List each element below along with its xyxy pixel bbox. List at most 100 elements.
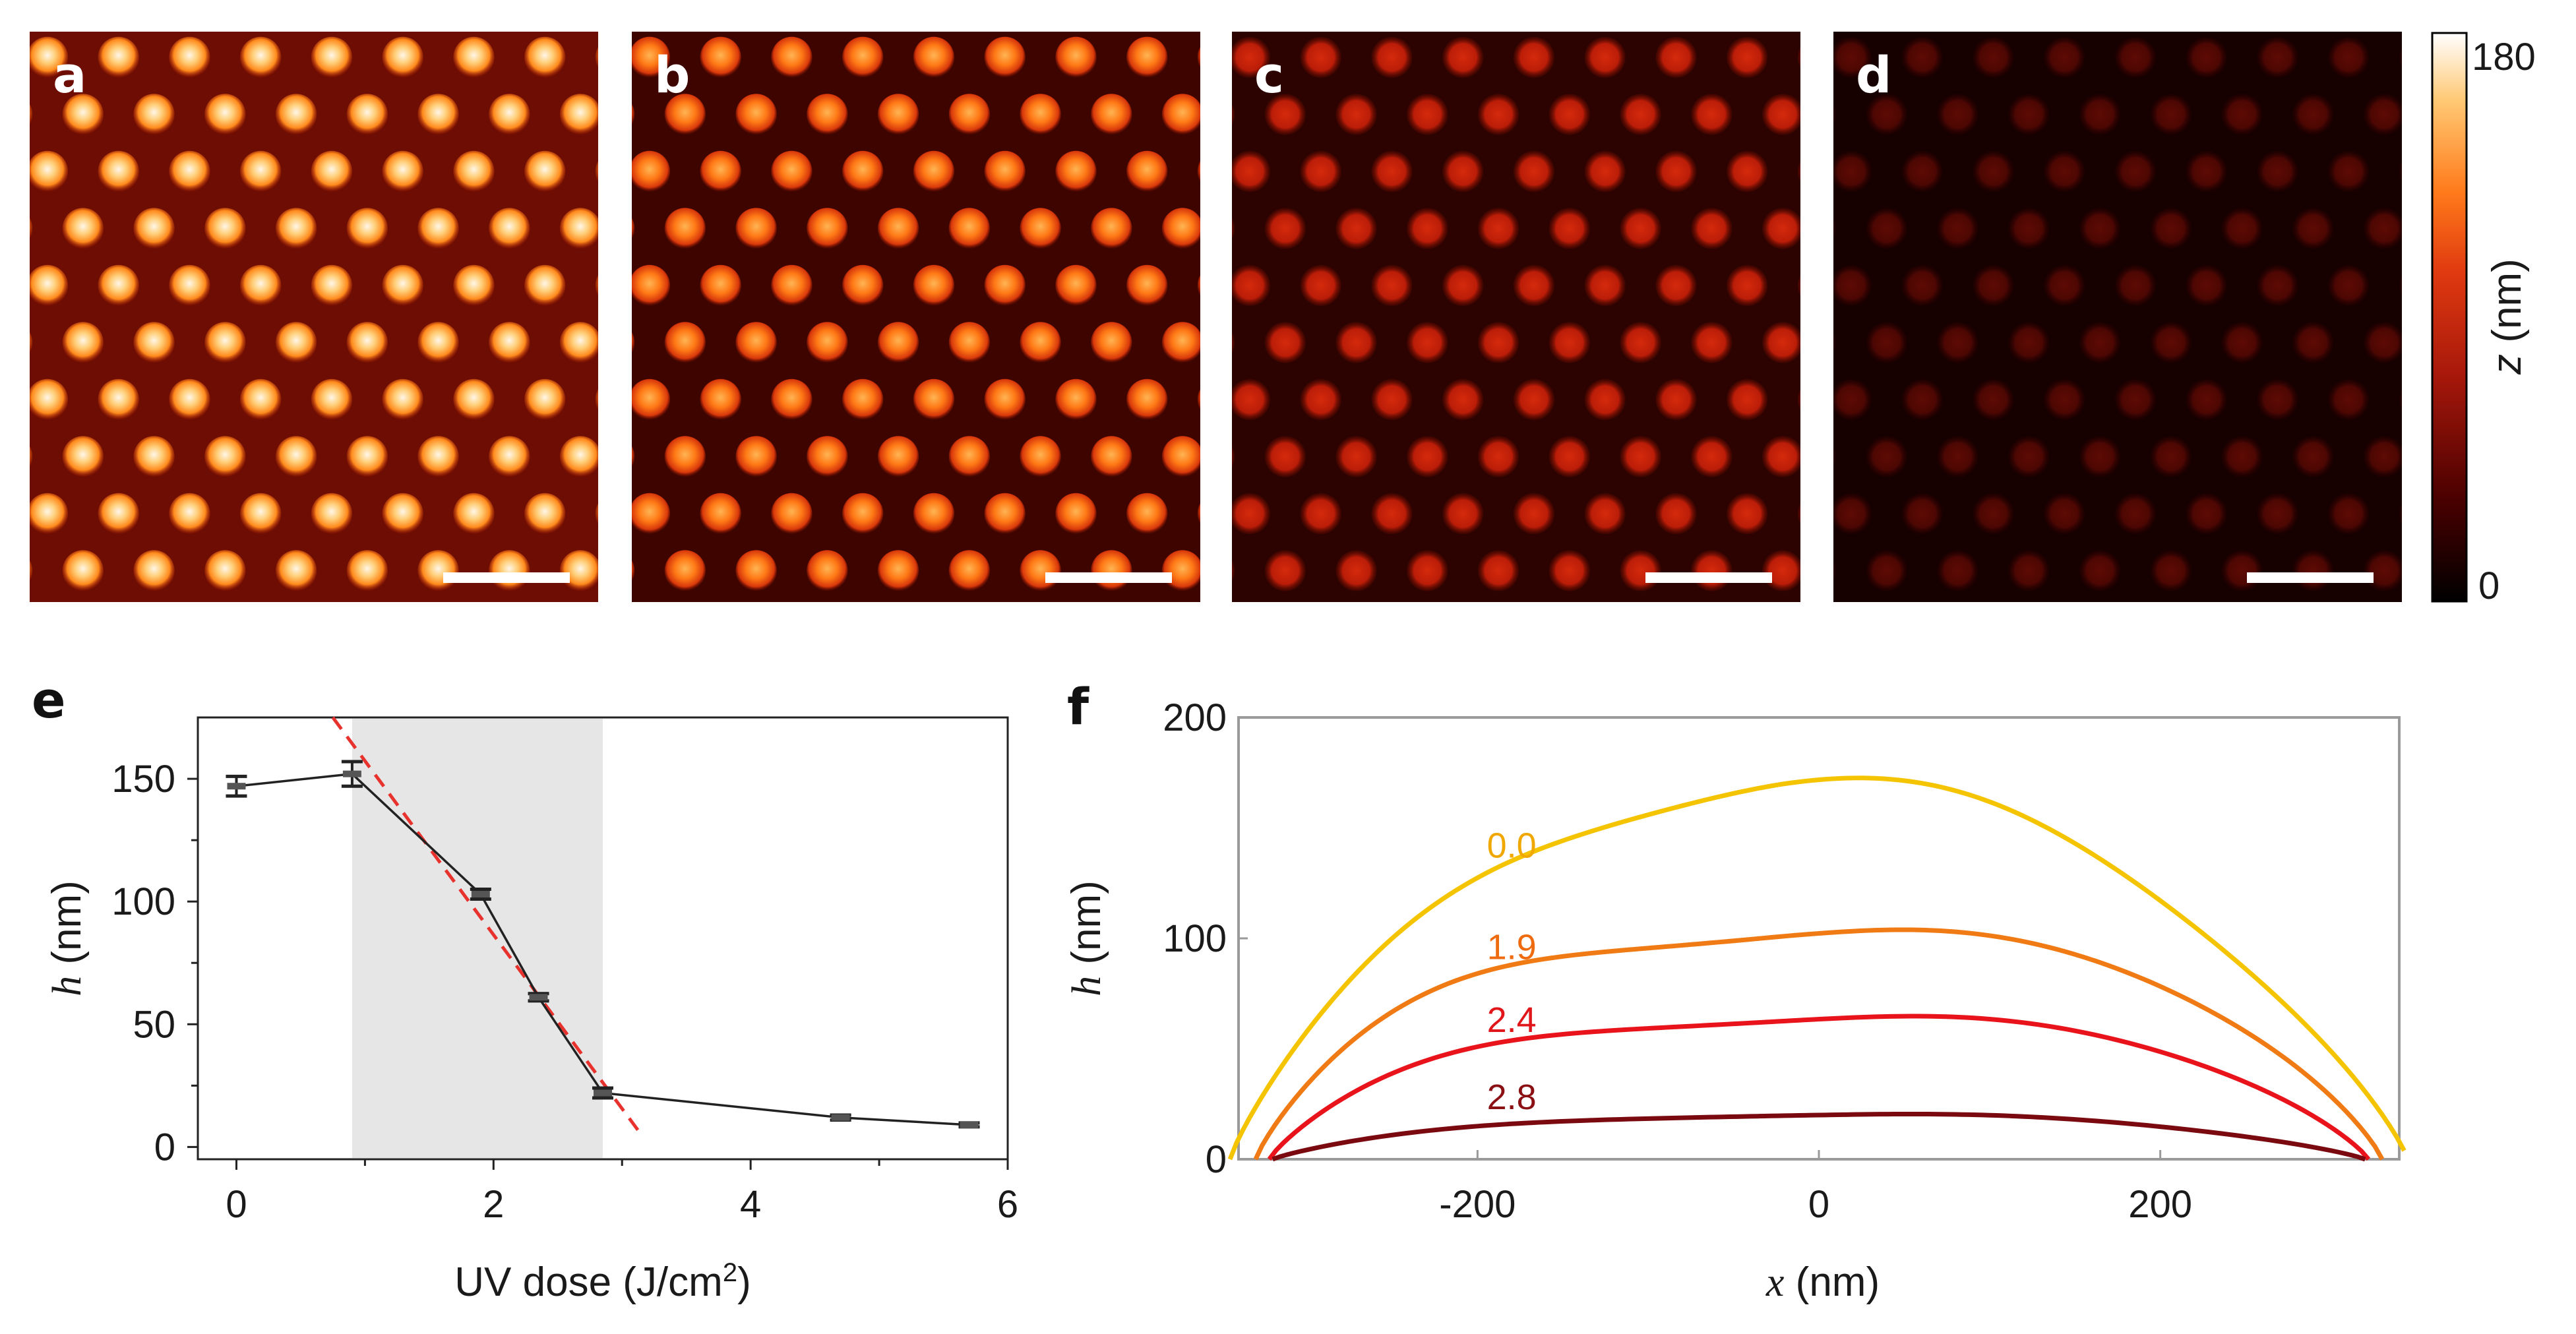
afm-spot-a (204, 208, 246, 249)
afm-spot-b (700, 36, 741, 78)
chart-f-ylabel: h (nm) (1064, 880, 1109, 996)
afm-spot-b (807, 0, 847, 21)
afm-spot-c (1762, 664, 1803, 705)
afm-spot-c (1727, 607, 1767, 648)
afm-spot-a (489, 664, 530, 705)
afm-spot-a (63, 0, 104, 21)
chart-e-marker (831, 1114, 850, 1121)
afm-spot-b (735, 0, 776, 21)
afm-spot-a (489, 322, 530, 363)
afm-spot-c (1335, 208, 1377, 249)
afm-spot-c (1232, 264, 1271, 307)
afm-spot-d (2114, 493, 2157, 535)
afm-spot-a (62, 436, 104, 477)
afm-spot-d (1973, 36, 2014, 78)
afm-spot-c (1371, 607, 1412, 648)
afm-spot-c (1158, 607, 1199, 648)
afm-spot-b (842, 150, 884, 193)
afm-spot-d (2079, 322, 2121, 363)
afm-spot-a (631, 664, 672, 705)
afm-spot-d (1833, 218, 1837, 239)
afm-spot-c (1869, 607, 1910, 648)
afm-spot-a (702, 0, 743, 21)
chart-e-shaded-region (352, 719, 603, 1158)
afm-spot-d (2257, 379, 2298, 421)
afm-spot-b (1020, 208, 1061, 249)
afm-spot-c (1264, 550, 1306, 591)
afm-spot-b (632, 264, 671, 307)
afm-spot-a (240, 607, 281, 648)
afm-spot-d (2470, 493, 2511, 534)
afm-spot-b (664, 322, 706, 363)
afm-spot-a (275, 436, 317, 477)
afm-spot-c (1904, 0, 1945, 21)
afm-spot-d (2221, 436, 2263, 477)
afm-spot-c (1232, 104, 1235, 125)
afm-spot-d (2150, 94, 2192, 135)
afm-panel-a: a (30, 0, 743, 705)
afm-spot-a (524, 150, 566, 193)
afm-spot-d (2505, 550, 2546, 591)
chart-e-xtick-label: 4 (740, 1183, 761, 1226)
afm-spot-c (1477, 322, 1519, 363)
afm-spot-d (1866, 94, 1907, 135)
afm-spot-b (842, 607, 883, 648)
afm-spot-b (1197, 503, 1200, 524)
chart-e-xlabel: UV dose (J/cm2) (454, 1258, 751, 1305)
afm-spot-b (1161, 436, 1200, 477)
afm-spot-c (1407, 436, 1448, 477)
afm-spot-c (1797, 389, 1800, 410)
afm-spot-a (595, 389, 598, 410)
afm-spot-c (1727, 264, 1768, 307)
afm-spot-b (700, 493, 741, 535)
afm-spot-a (169, 379, 210, 421)
afm-spot-d (1937, 664, 1978, 705)
chart-f-frame (1237, 716, 2401, 1161)
afm-spot-b (842, 379, 884, 421)
afm-spot-a (275, 208, 317, 249)
colorbar-max-label: 180 (2472, 36, 2536, 78)
afm-spot-b (700, 264, 741, 307)
afm-spot-d (2150, 550, 2192, 591)
afm-spot-a (133, 208, 175, 249)
afm-spot-b (878, 0, 919, 21)
afm-spot-a (417, 664, 458, 705)
afm-spot-a (702, 664, 743, 705)
afm-spot-a (346, 436, 388, 477)
afm-spot-a (595, 47, 598, 68)
afm-spot-d (1937, 94, 1978, 135)
afm-spot-c (1371, 379, 1413, 421)
afm-spot-c (1549, 550, 1590, 591)
afm-spot-b (1055, 493, 1097, 535)
chart-e-data-point (592, 1086, 613, 1100)
chart-f-ytick-label: 200 (1163, 696, 1227, 739)
afm-spot-b (632, 332, 635, 353)
afm-spot-c (1584, 264, 1626, 307)
afm-spot-a (595, 275, 598, 296)
afm-spot-d (2399, 503, 2402, 524)
afm-spot-b (629, 607, 670, 648)
afm-spot-d (1973, 264, 2014, 307)
afm-spot-d (2292, 550, 2334, 591)
afm-spot-c (1513, 150, 1555, 193)
afm-spot-b (1197, 389, 1200, 410)
afm-spot-b (1126, 264, 1168, 307)
afm-spot-d (2399, 607, 2440, 648)
afm-spot-a (240, 150, 282, 193)
afm-spot-a (560, 0, 601, 21)
afm-spot-a (30, 379, 69, 421)
afm-spot-a (453, 379, 495, 421)
afm-spot-c (1477, 94, 1519, 135)
afm-spot-a (417, 94, 459, 135)
afm-spot-c (1549, 664, 1590, 705)
afm-spot-d (1901, 36, 1943, 78)
scale-bar-a (443, 572, 570, 583)
afm-spot-c (1655, 36, 1697, 78)
afm-spot-a (98, 493, 139, 535)
afm-spot-c (1265, 664, 1306, 705)
afm-spot-d (2363, 436, 2402, 477)
afm-spot-a (346, 322, 388, 363)
afm-spot-b (632, 493, 671, 535)
afm-spot-a (489, 94, 530, 135)
